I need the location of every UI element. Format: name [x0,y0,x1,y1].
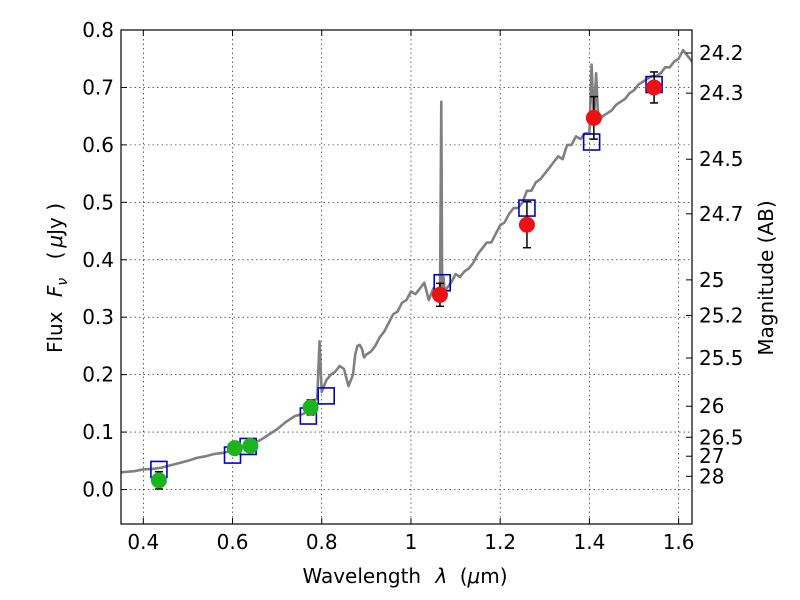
y-tick-label: 0.8 [82,18,114,42]
x-tick-label: 1.2 [484,530,516,554]
y2-tick-label: 24.3 [699,81,744,105]
x-tick-label: 1.6 [663,530,695,554]
y-tick-label: 0.3 [82,305,114,329]
observed-point [150,472,167,489]
observed-point [646,79,663,96]
y2-axis-label: Magnitude (AB) [754,200,778,355]
y2-tick-label: 26 [699,394,724,418]
observed-point [242,437,259,454]
observed-point [431,286,448,303]
y2-tick-label: 26.5 [699,425,744,449]
x-axis-label: Wavelength λ (μm) [302,564,507,588]
plot-frame [120,29,693,525]
y2-tick-label: 25.2 [699,303,744,327]
x-tick-label: 1.4 [573,530,605,554]
spectrum-layer [121,48,692,474]
y2-tick-label: 27 [699,444,724,468]
observed-point [302,399,319,416]
observed-point [585,109,602,126]
markers-layer [150,71,663,490]
spectrum-line [121,48,692,474]
y-tick-label: 0.0 [82,478,114,502]
y-tick-label: 0.4 [82,248,114,272]
grid-lines [121,29,692,524]
y-tick-label: 0.1 [82,420,114,444]
model-photometry-square [317,387,336,405]
y-axis-label: Flux Fν (μJy ) [43,203,72,353]
y-tick-label: 0.7 [82,75,114,99]
x-tick-label: 0.4 [127,530,159,554]
y-tick-label: 0.6 [82,133,114,157]
y2-tick-label: 25.5 [699,346,744,370]
y2-tick-label: 24.7 [699,202,744,226]
y-tick-label: 0.2 [82,363,114,387]
observed-point [518,216,535,233]
y2-tick-label: 25 [699,268,724,292]
y2-tick-label: 24.5 [699,147,744,171]
y-tick-label: 0.5 [82,190,114,214]
observed-point [226,440,243,457]
model-photometry-square [582,133,601,151]
y2-tick-label: 28 [699,464,724,488]
x-tick-label: 1 [405,530,418,554]
y2-tick-label: 24.2 [699,41,744,65]
x-tick-label: 0.6 [217,530,249,554]
x-tick-label: 0.8 [306,530,338,554]
axis-ticks: 0.4 0.6 0.8 1 1.2 1.4 1.6 0.0 0.1 0.2 0.3 0.4 0.5 0.6… [82,18,743,554]
